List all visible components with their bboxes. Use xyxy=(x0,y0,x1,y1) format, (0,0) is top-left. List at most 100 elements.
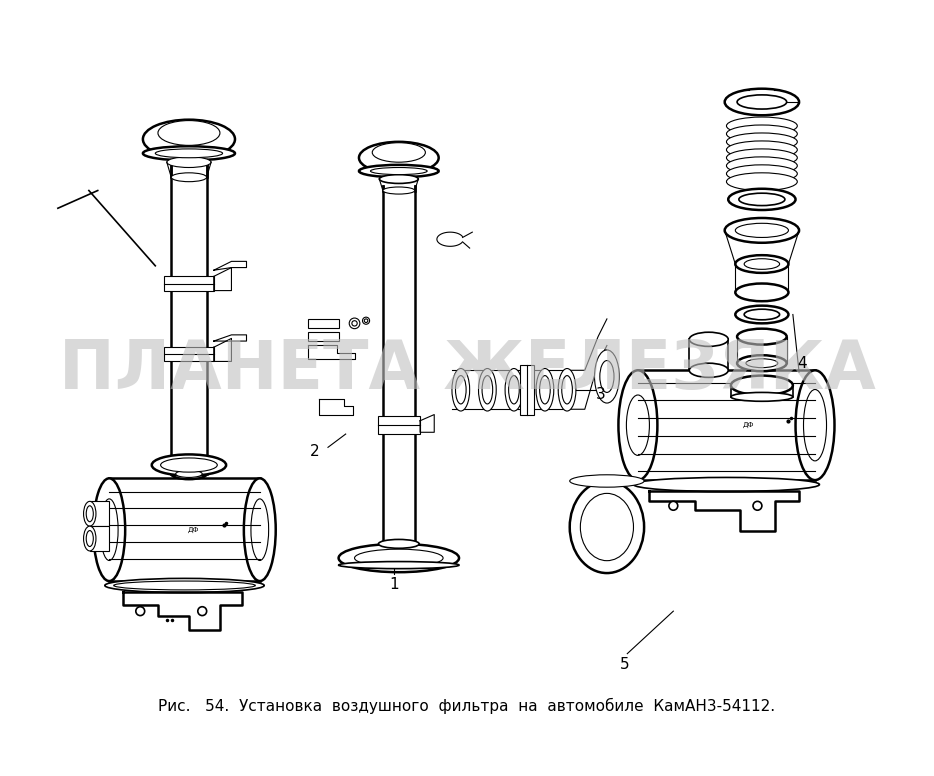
Text: 3: 3 xyxy=(596,386,605,402)
Ellipse shape xyxy=(796,370,834,480)
Bar xyxy=(520,365,534,414)
Text: 4: 4 xyxy=(797,355,807,371)
Ellipse shape xyxy=(627,395,649,456)
Ellipse shape xyxy=(143,120,235,158)
Ellipse shape xyxy=(83,501,96,526)
Ellipse shape xyxy=(478,369,496,411)
Ellipse shape xyxy=(86,506,93,521)
Ellipse shape xyxy=(735,223,788,237)
Circle shape xyxy=(352,320,357,326)
Ellipse shape xyxy=(746,359,778,368)
Polygon shape xyxy=(214,268,232,290)
Ellipse shape xyxy=(618,370,658,480)
Ellipse shape xyxy=(93,478,125,581)
Ellipse shape xyxy=(378,539,419,549)
Bar xyxy=(164,276,214,290)
Ellipse shape xyxy=(505,369,523,411)
Ellipse shape xyxy=(727,117,798,135)
Ellipse shape xyxy=(735,283,788,301)
Ellipse shape xyxy=(536,369,554,411)
Ellipse shape xyxy=(559,369,576,411)
Ellipse shape xyxy=(339,544,459,572)
Ellipse shape xyxy=(727,133,798,151)
Text: Рис.   54.  Установка  воздушного  фильтра  на  автомобиле  КамАΗ3-54112.: Рис. 54. Установка воздушного фильтра на… xyxy=(159,698,775,714)
Polygon shape xyxy=(319,399,353,414)
Bar xyxy=(307,332,339,341)
Circle shape xyxy=(669,501,678,510)
Text: 5: 5 xyxy=(620,656,630,672)
Ellipse shape xyxy=(731,376,793,395)
Ellipse shape xyxy=(151,455,226,476)
Bar xyxy=(164,348,214,362)
Ellipse shape xyxy=(803,390,827,461)
Ellipse shape xyxy=(509,376,519,404)
Polygon shape xyxy=(214,335,247,341)
Text: ДФ: ДФ xyxy=(188,527,199,533)
Ellipse shape xyxy=(729,189,796,210)
Polygon shape xyxy=(648,490,800,531)
Ellipse shape xyxy=(595,350,619,403)
Polygon shape xyxy=(214,262,247,270)
Ellipse shape xyxy=(727,125,798,143)
Ellipse shape xyxy=(176,470,203,477)
Circle shape xyxy=(364,319,368,323)
Ellipse shape xyxy=(452,369,470,411)
Ellipse shape xyxy=(737,355,786,371)
Polygon shape xyxy=(420,414,434,432)
Ellipse shape xyxy=(570,475,644,487)
Ellipse shape xyxy=(737,329,786,345)
Bar xyxy=(90,501,109,526)
Ellipse shape xyxy=(143,146,235,161)
Ellipse shape xyxy=(383,187,415,194)
Ellipse shape xyxy=(155,149,222,158)
Ellipse shape xyxy=(251,499,269,560)
Bar xyxy=(638,370,815,480)
Ellipse shape xyxy=(379,175,418,183)
Ellipse shape xyxy=(359,142,439,174)
Text: 2: 2 xyxy=(310,444,319,459)
Text: ПЛАНЕТА ЖЕЛЕЗЯКА: ПЛАНЕТА ЖЕЛЕЗЯКА xyxy=(59,338,875,404)
Ellipse shape xyxy=(731,393,793,401)
Ellipse shape xyxy=(689,332,729,346)
Circle shape xyxy=(753,501,762,510)
Polygon shape xyxy=(214,338,232,362)
Ellipse shape xyxy=(171,173,206,182)
Ellipse shape xyxy=(355,549,443,567)
Ellipse shape xyxy=(100,499,118,560)
Ellipse shape xyxy=(633,477,819,492)
Bar xyxy=(377,417,420,434)
Ellipse shape xyxy=(727,149,798,167)
Ellipse shape xyxy=(359,165,439,177)
Ellipse shape xyxy=(171,469,206,480)
Ellipse shape xyxy=(371,168,427,175)
Ellipse shape xyxy=(86,531,93,546)
Bar xyxy=(109,478,260,581)
Ellipse shape xyxy=(727,157,798,175)
Ellipse shape xyxy=(561,376,573,404)
Ellipse shape xyxy=(339,562,459,569)
Bar xyxy=(90,526,109,551)
Polygon shape xyxy=(307,345,355,359)
Ellipse shape xyxy=(158,120,219,145)
Ellipse shape xyxy=(83,526,96,551)
Polygon shape xyxy=(122,591,242,630)
Ellipse shape xyxy=(167,157,211,168)
Ellipse shape xyxy=(105,578,264,593)
Bar xyxy=(307,319,339,327)
Ellipse shape xyxy=(689,363,729,377)
Ellipse shape xyxy=(161,458,218,472)
Ellipse shape xyxy=(725,218,800,243)
Ellipse shape xyxy=(540,376,550,404)
Ellipse shape xyxy=(735,255,788,273)
Circle shape xyxy=(362,317,370,324)
Circle shape xyxy=(198,607,206,615)
Text: ДФ: ДФ xyxy=(743,422,755,428)
Ellipse shape xyxy=(482,376,492,404)
Ellipse shape xyxy=(600,361,614,393)
Circle shape xyxy=(349,318,360,329)
Ellipse shape xyxy=(739,193,785,206)
Ellipse shape xyxy=(244,478,276,581)
Ellipse shape xyxy=(725,88,800,116)
Ellipse shape xyxy=(727,165,798,182)
Ellipse shape xyxy=(737,95,786,109)
